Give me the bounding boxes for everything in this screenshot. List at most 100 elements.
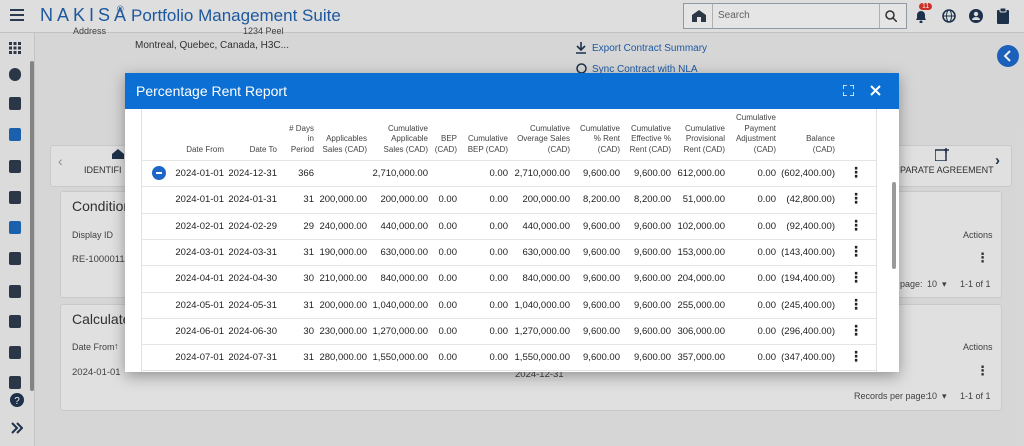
nav-icon[interactable] <box>9 128 21 141</box>
cell: 31 <box>303 352 314 364</box>
column-header: Actions <box>963 230 993 240</box>
cell: 102,000.00 <box>677 220 725 232</box>
search-box[interactable]: Search <box>683 3 907 29</box>
notifications-icon[interactable] <box>914 9 928 23</box>
pager-size[interactable]: 10 <box>927 391 938 401</box>
close-button[interactable] <box>870 85 881 96</box>
cell: 280,000.00 <box>319 352 367 364</box>
cell: RE-10000114 <box>72 254 130 265</box>
cell: 0.00 <box>438 246 458 258</box>
pager-caret[interactable]: ▾ <box>942 279 947 289</box>
row-menu[interactable]: ⋮ <box>849 190 863 207</box>
column-header: Cumulative Overage Sales (CAD) <box>517 123 570 154</box>
section-title: Calculate <box>72 311 131 327</box>
column-header: Cumulative % Rent (CAD) <box>579 123 620 154</box>
row-menu[interactable]: ⋮ <box>849 295 863 312</box>
menu-button[interactable] <box>10 9 24 21</box>
row-menu[interactable]: ⋮ <box>849 348 863 365</box>
column-header[interactable]: Date From <box>72 342 115 352</box>
section-title: Condition <box>72 198 132 214</box>
cell: 1,550,000.00 <box>514 352 570 364</box>
row-divider <box>142 238 876 240</box>
nav-icon[interactable] <box>9 376 21 389</box>
tab[interactable]: PARATE AGREEMENT <box>900 165 994 175</box>
nav-icon[interactable] <box>9 68 21 81</box>
column-header: Balance (CAD) <box>806 134 835 154</box>
column-header: Cumulative Effective % Rent (CAD) <box>629 123 671 154</box>
collapse-button[interactable] <box>997 45 1019 67</box>
cell: (92,400.00) <box>786 220 835 232</box>
cell: 2024-01-31 <box>228 194 277 206</box>
action-link[interactable]: Sync Contract with NLA <box>592 64 698 75</box>
cell: 0.00 <box>489 273 509 285</box>
clipboard-icon[interactable] <box>996 8 1010 24</box>
cell: 0.00 <box>757 168 777 179</box>
sort-icon[interactable]: ↑ <box>114 341 119 351</box>
nav-icon[interactable] <box>9 285 21 298</box>
row-menu[interactable]: ⋮ <box>849 321 863 338</box>
cell: 0.00 <box>438 352 458 364</box>
cell: 255,000.00 <box>677 299 725 311</box>
column-header: BEP (CAD) <box>434 134 457 154</box>
action-link[interactable]: Export Contract Summary <box>592 43 708 54</box>
cell: 1,040,000.00 <box>372 299 428 311</box>
cell: 9,600.00 <box>583 352 620 364</box>
nav-icon[interactable] <box>9 221 21 234</box>
nav-icon[interactable] <box>9 252 21 265</box>
cell: 2024-01-01 <box>175 194 224 206</box>
nav-icon[interactable] <box>9 346 21 359</box>
cell: 9,600.00 <box>634 168 671 179</box>
nav-icon[interactable] <box>9 97 21 110</box>
apps-icon[interactable] <box>9 41 21 54</box>
row-menu[interactable]: ⋮ <box>976 250 989 265</box>
scrollbar <box>892 182 896 269</box>
cell: 630,000.00 <box>522 246 570 258</box>
tab[interactable]: IDENTIFI <box>84 165 122 175</box>
cell: (296,400.00) <box>781 325 835 337</box>
cell: 30 <box>303 273 314 285</box>
cell: 0.00 <box>757 299 777 311</box>
modal-header: Percentage Rent Report <box>125 73 899 109</box>
notification-badge: 11 <box>919 3 933 10</box>
cell: 9,600.00 <box>583 325 620 337</box>
header-divider <box>142 160 876 161</box>
tab-next[interactable]: › <box>995 152 1000 169</box>
language-icon[interactable] <box>942 9 956 23</box>
nav-icon[interactable] <box>9 315 21 328</box>
help-icon[interactable]: ? <box>10 393 24 407</box>
pager-size[interactable]: 10 <box>927 279 938 289</box>
cell: 31 <box>303 299 314 311</box>
fullscreen-button[interactable] <box>843 85 854 96</box>
cell: 2,710,000.00 <box>514 168 570 179</box>
profile-icon[interactable] <box>969 9 983 23</box>
pager-caret[interactable]: ▾ <box>942 391 947 401</box>
cell: 1,270,000.00 <box>372 325 428 337</box>
search-placeholder: Search <box>718 10 750 21</box>
nav-icon[interactable] <box>9 160 21 173</box>
search-icon[interactable] <box>885 10 897 22</box>
row-divider <box>142 317 876 319</box>
address-value: 1234 Peel <box>243 26 284 36</box>
collapse-row-button[interactable] <box>152 166 166 180</box>
row-menu[interactable]: ⋮ <box>849 164 863 180</box>
cell: (143,400.00) <box>781 246 835 258</box>
cell: 200,000.00 <box>380 194 428 206</box>
tab-icon <box>112 149 124 159</box>
expand-nav-icon[interactable] <box>11 422 23 434</box>
row-menu[interactable]: ⋮ <box>849 242 863 259</box>
cell: 240,000.00 <box>319 220 367 232</box>
row-menu[interactable]: ⋮ <box>976 363 989 378</box>
svg-text:?: ? <box>14 396 20 407</box>
cell: 9,600.00 <box>634 273 671 285</box>
cell: 200,000.00 <box>319 299 367 311</box>
column-header: Display ID <box>72 230 114 240</box>
tab-icon <box>935 148 949 161</box>
nav-icon[interactable] <box>9 191 21 204</box>
cell: 0.00 <box>489 194 509 206</box>
cell: 440,000.00 <box>522 220 570 232</box>
row-menu[interactable]: ⋮ <box>849 269 863 286</box>
row-menu[interactable]: ⋮ <box>849 216 863 233</box>
pager-range: 1-1 of 1 <box>960 391 991 401</box>
tab-prev[interactable]: ‹ <box>58 153 63 169</box>
